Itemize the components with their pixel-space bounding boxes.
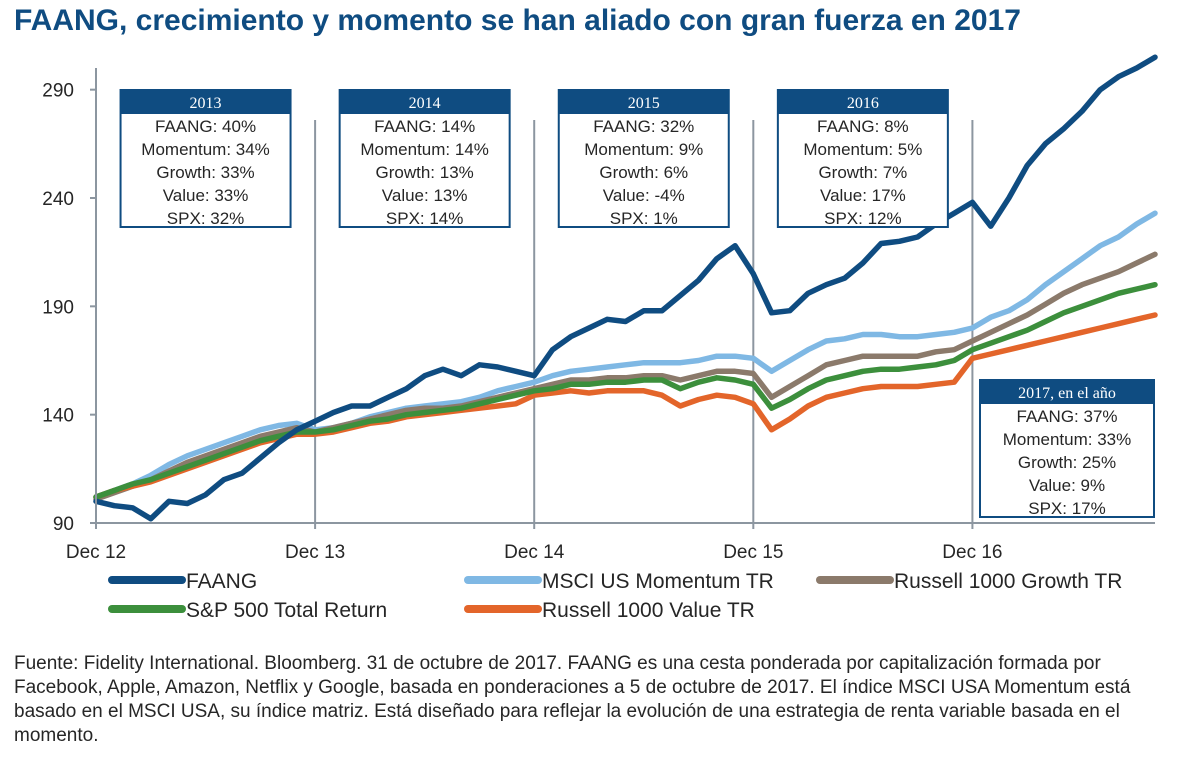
annotation-box-line: Momentum: 14% — [360, 140, 489, 159]
annotation-box-line: SPX: 32% — [167, 209, 245, 228]
annotation-box-line: FAANG: 8% — [817, 117, 909, 136]
chart-annotations: 2013 FAANG: 40% Momentum: 34% Growth: 33% Va… — [119, 89, 1155, 518]
annotation-box-line: FAANG: 40% — [155, 117, 256, 136]
chart-axes: 90 140 190 240 290 Dec 12 Dec 13 Dec 14 Dec 15 De… — [42, 68, 1155, 563]
annotation-box-2013: 2013 FAANG: 40% Momentum: 34% Growth: 33% Va… — [119, 89, 292, 228]
legend-label: Russell 1000 Growth TR — [894, 570, 1122, 593]
legend-entry: MSCI US Momentum TR — [464, 570, 774, 593]
annotation-box-2014: 2014 FAANG: 14% Momentum: 14% Growth: 13% Va… — [338, 89, 511, 228]
legend-entry: Russell 1000 Value TR — [464, 599, 755, 622]
annotation-box-line: Growth: 13% — [376, 163, 474, 182]
chart-legend: FAANG MSCI US Momentum TR Russell 1000 Gro… — [108, 570, 1122, 622]
series-line-faang — [93, 54, 1158, 522]
y-tick-label: 190 — [42, 297, 74, 318]
annotation-box-line: SPX: 14% — [386, 209, 464, 228]
annotation-box-line: SPX: 12% — [824, 209, 902, 228]
annotation-box-line: SPX: 1% — [610, 209, 678, 228]
annotation-box-line: Momentum: 33% — [1003, 430, 1132, 449]
annotation-box-line: Growth: 7% — [818, 163, 907, 182]
annotation-box-header-bg — [777, 90, 948, 114]
page-title: FAANG, crecimiento y momento se han alia… — [14, 4, 1021, 37]
annotation-box-line: Growth: 25% — [1018, 453, 1116, 472]
x-tick-label: Dec 12 — [66, 542, 126, 563]
line-chart: 90 140 190 240 290 Dec 12 Dec 13 Dec 14 Dec 15 De… — [42, 54, 1158, 622]
annotation-box-line: FAANG: 32% — [593, 117, 694, 136]
annotation-box-line: FAANG: 14% — [374, 117, 475, 136]
annotation-box-line: Growth: 6% — [599, 163, 688, 182]
annotation-box-line: Value: 9% — [1029, 476, 1105, 495]
series-line-msci-us-momentum-tr — [93, 210, 1158, 500]
annotation-box-line: Momentum: 9% — [584, 140, 703, 159]
x-tick-label: Dec 16 — [942, 542, 1002, 563]
annotation-box-line: Growth: 33% — [156, 163, 254, 182]
y-tick-label: 290 — [42, 81, 74, 102]
chart-series — [93, 54, 1158, 522]
annotation-box-header-bg — [558, 90, 729, 114]
annotation-box-2017: 2017, en el año FAANG: 37% Momentum: 33% Gr… — [979, 379, 1155, 518]
legend-label: FAANG — [186, 570, 257, 593]
annotation-box-header: 2016 — [847, 95, 879, 112]
annotation-box-line: Momentum: 5% — [803, 140, 922, 159]
annotation-box-line: Momentum: 34% — [141, 140, 270, 159]
annotation-box-header: 2014 — [409, 95, 441, 112]
legend-entry: Russell 1000 Growth TR — [816, 570, 1122, 593]
legend-label: Russell 1000 Value TR — [542, 599, 755, 622]
y-tick-label: 240 — [42, 189, 74, 210]
x-tick-label: Dec 14 — [504, 542, 565, 563]
annotation-box-header-bg — [120, 90, 291, 114]
legend-label: MSCI US Momentum TR — [542, 570, 774, 593]
series-line-russell-1000-growth-tr — [93, 251, 1158, 502]
annotation-box-header-bg — [339, 90, 510, 114]
chart-gridlines — [314, 120, 974, 523]
annotation-box-line: Value: 13% — [382, 186, 468, 205]
x-tick-label: Dec 15 — [723, 542, 783, 563]
annotation-box-2016: 2016 FAANG: 8% Momentum: 5% Growth: 7% Value… — [776, 89, 949, 228]
annotation-box-header: 2015 — [628, 95, 660, 112]
source-note: Fuente: Fidelity International. Bloomber… — [14, 653, 1131, 746]
series-line-s-p-500-total-return — [93, 281, 1158, 500]
legend-label: S&P 500 Total Return — [186, 599, 387, 622]
legend-entry: FAANG — [108, 570, 257, 593]
annotation-box-line: FAANG: 37% — [1016, 407, 1117, 426]
y-tick-label: 90 — [53, 514, 74, 535]
annotation-box-header: 2017, en el año — [1018, 385, 1116, 402]
annotation-box-header: 2013 — [190, 95, 222, 112]
y-tick-label: 140 — [42, 406, 74, 427]
x-tick-label: Dec 13 — [285, 542, 345, 563]
annotation-box-line: Value: -4% — [603, 186, 685, 205]
annotation-box-line: Value: 17% — [820, 186, 906, 205]
annotation-box-line: SPX: 17% — [1028, 499, 1106, 518]
annotation-box-line: Value: 33% — [163, 186, 249, 205]
legend-entry: S&P 500 Total Return — [108, 599, 387, 622]
annotation-box-header-bg — [980, 380, 1154, 404]
annotation-box-2015: 2015 FAANG: 32% Momentum: 9% Growth: 6% Valu… — [557, 89, 730, 228]
